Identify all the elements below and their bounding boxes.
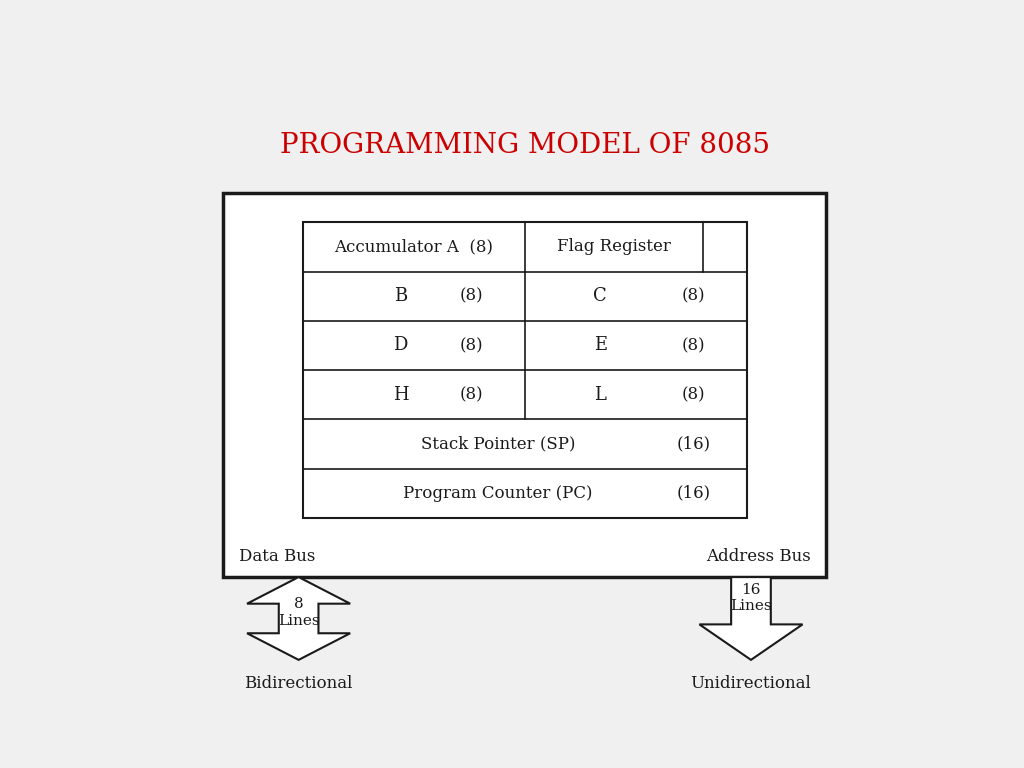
Text: Bidirectional: Bidirectional [245, 674, 353, 692]
Text: 16
Lines: 16 Lines [730, 583, 772, 613]
Text: Data Bus: Data Bus [239, 548, 315, 565]
Text: C: C [594, 287, 607, 305]
Text: Address Bus: Address Bus [706, 548, 811, 565]
Polygon shape [247, 577, 350, 660]
Text: B: B [394, 287, 407, 305]
Text: H: H [392, 386, 409, 404]
Text: (16): (16) [677, 435, 711, 452]
Text: (8): (8) [682, 386, 706, 403]
Bar [303, 222, 748, 518]
Text: L: L [594, 386, 606, 404]
Text: (8): (8) [682, 288, 706, 305]
Text: PROGRAMMING MODEL OF 8085: PROGRAMMING MODEL OF 8085 [280, 132, 770, 159]
Text: Accumulator A  (8): Accumulator A (8) [334, 238, 494, 256]
Polygon shape [699, 577, 803, 660]
Text: Flag Register: Flag Register [557, 238, 671, 256]
Text: (8): (8) [682, 337, 706, 354]
Text: 8
Lines: 8 Lines [278, 598, 319, 627]
Text: (16): (16) [677, 485, 711, 502]
Text: Program Counter (PC): Program Counter (PC) [403, 485, 593, 502]
Text: E: E [594, 336, 607, 355]
Text: Stack Pointer (SP): Stack Pointer (SP) [421, 435, 575, 452]
Text: (8): (8) [460, 337, 483, 354]
Text: (8): (8) [460, 386, 483, 403]
Text: (8): (8) [460, 288, 483, 305]
Text: D: D [393, 336, 408, 355]
Bar [223, 193, 826, 577]
Text: Unidirectional: Unidirectional [690, 674, 811, 692]
